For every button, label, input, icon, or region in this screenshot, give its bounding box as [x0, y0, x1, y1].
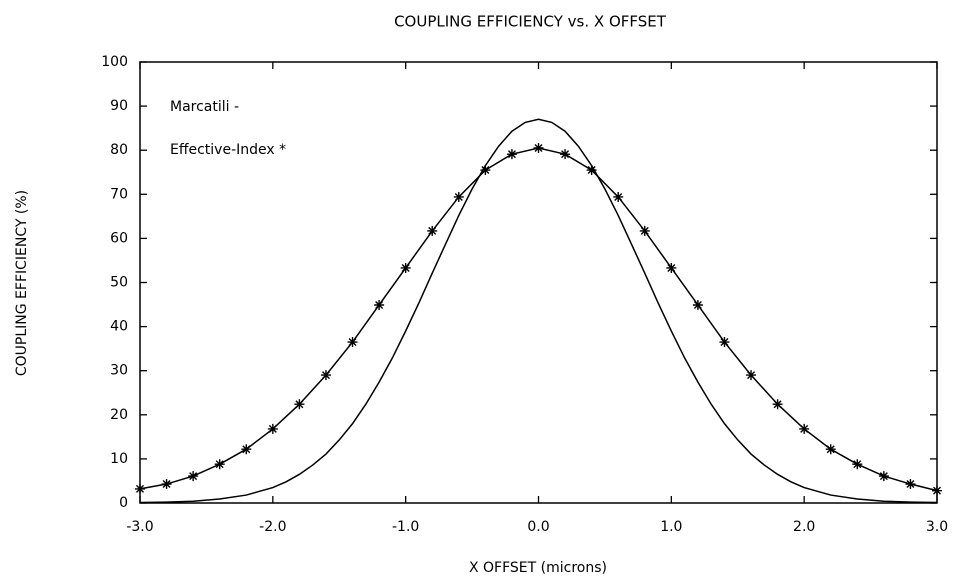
asterisk-marker: [932, 485, 942, 496]
y-tick-label: 50: [110, 275, 128, 291]
asterisk-marker: [453, 191, 464, 202]
asterisk-marker: [586, 165, 597, 176]
asterisk-marker: [135, 483, 145, 494]
asterisk-marker: [613, 191, 624, 202]
asterisk-marker: [214, 459, 225, 470]
asterisk-marker: [400, 262, 411, 273]
y-tick-label: 0: [119, 495, 128, 511]
asterisk-marker: [294, 399, 305, 410]
asterisk-marker: [161, 479, 172, 490]
y-tick-label: 100: [101, 54, 128, 70]
y-tick-label: 20: [110, 407, 128, 423]
series-line: [139, 118, 938, 504]
plot-frame: [139, 61, 938, 504]
asterisk-marker: [427, 225, 438, 236]
series-line: [139, 147, 938, 492]
legend-entry: Effective-Index *: [170, 142, 286, 158]
asterisk-marker: [692, 299, 703, 310]
asterisk-marker: [799, 423, 810, 434]
asterisk-marker: [241, 444, 252, 455]
x-tick-label: -3.0: [126, 519, 153, 535]
y-tick-label: 90: [110, 98, 128, 114]
asterisk-marker: [666, 262, 677, 273]
y-tick-label: 40: [110, 319, 128, 335]
y-tick-label: 70: [110, 186, 128, 202]
asterisk-marker: [772, 399, 783, 410]
y-tick-label: 60: [110, 230, 128, 246]
legend-entry: Marcatili -: [170, 99, 239, 115]
y-tick-label: 80: [110, 142, 128, 158]
x-axis-label: X OFFSET (microns): [469, 560, 607, 576]
y-tick-label: 30: [110, 363, 128, 379]
x-tick-label: 3.0: [926, 519, 948, 535]
asterisk-marker: [533, 142, 544, 153]
asterisk-marker: [320, 370, 331, 381]
x-tick-label: 2.0: [793, 519, 815, 535]
x-tick-label: 1.0: [660, 519, 682, 535]
chart-title: COUPLING EFFICIENCY vs. X OFFSET: [394, 13, 667, 31]
asterisk-marker: [746, 370, 757, 381]
x-tick-label: -1.0: [392, 519, 419, 535]
asterisk-marker: [639, 225, 650, 236]
x-tick-label: 0.0: [527, 519, 549, 535]
asterisk-marker: [480, 165, 491, 176]
asterisk-marker: [905, 479, 916, 490]
x-tick-label: -2.0: [259, 519, 286, 535]
asterisk-marker: [267, 423, 278, 434]
asterisk-marker: [825, 444, 836, 455]
asterisk-marker: [560, 149, 571, 160]
asterisk-marker: [188, 471, 199, 482]
y-axis-label: COUPLING EFFICIENCY (%): [14, 190, 30, 376]
asterisk-marker: [506, 149, 517, 160]
asterisk-marker: [878, 471, 889, 482]
asterisk-marker: [719, 337, 730, 348]
asterisk-marker: [347, 337, 358, 348]
asterisk-marker: [852, 459, 863, 470]
y-tick-label: 10: [110, 451, 128, 467]
asterisk-marker: [374, 299, 385, 310]
